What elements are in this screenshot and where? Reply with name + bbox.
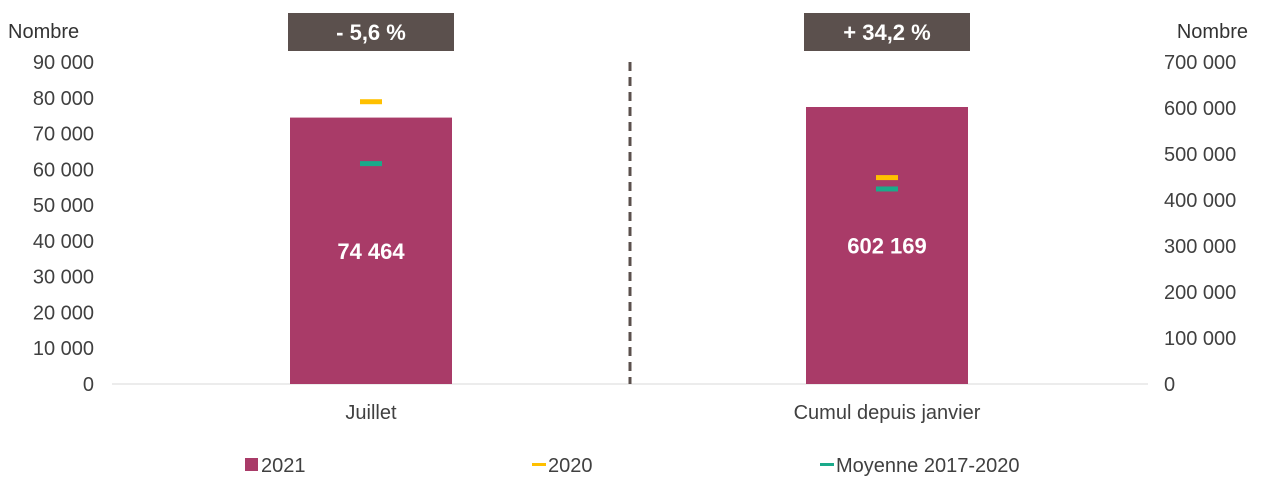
bar-2021 (806, 107, 968, 384)
category-label: Juillet (345, 402, 397, 424)
change-badge-text: + 34,2 % (843, 20, 930, 45)
legend: 2021 2020 Moyenne 2017-2020 (245, 455, 1019, 477)
change-badge (288, 13, 454, 51)
bars-group: 74 464 602 169 (290, 107, 968, 385)
left-tick-label: 0 (83, 374, 94, 396)
badges-group: - 5,6 % + 34,2 % (288, 13, 970, 51)
left-axis-ticks: 0 10 000 20 000 30 000 40 000 50 000 60 000 70 … (33, 52, 94, 396)
marker-moyenne-2017-2020 (360, 161, 382, 167)
legend-label: 2021 (261, 455, 306, 477)
left-tick-label: 40 000 (33, 231, 94, 253)
right-tick-label: 200 000 (1164, 282, 1236, 304)
markers-group (360, 99, 898, 192)
marker-2020 (360, 99, 382, 105)
bar-value-label: 602 169 (847, 234, 927, 259)
left-tick-label: 80 000 (33, 88, 94, 110)
right-tick-label: 600 000 (1164, 98, 1236, 120)
right-tick-label: 500 000 (1164, 144, 1236, 166)
legend-label: Moyenne 2017-2020 (836, 455, 1019, 477)
right-tick-label: 100 000 (1164, 328, 1236, 350)
legend-swatch-2020 (532, 463, 546, 466)
left-tick-label: 10 000 (33, 338, 94, 360)
left-axis-title: Nombre (8, 21, 79, 43)
right-tick-label: 0 (1164, 374, 1175, 396)
change-badge-text: - 5,6 % (336, 20, 406, 45)
legend-swatch-moyenne-2017-2020 (820, 463, 834, 466)
right-axis-ticks: 0 100 000 200 000 300 000 400 000 500 000 600 … (1164, 52, 1236, 396)
marker-2020 (876, 175, 898, 181)
left-tick-label: 30 000 (33, 267, 94, 289)
right-axis-title: Nombre (1177, 21, 1248, 43)
right-tick-label: 700 000 (1164, 52, 1236, 74)
category-label: Cumul depuis janvier (794, 402, 981, 424)
legend-swatch-2021 (245, 458, 258, 471)
left-tick-label: 20 000 (33, 302, 94, 324)
change-badge (804, 13, 970, 51)
right-tick-label: 400 000 (1164, 190, 1236, 212)
left-tick-label: 90 000 (33, 52, 94, 74)
left-tick-label: 50 000 (33, 195, 94, 217)
category-labels: Juillet Cumul depuis janvier (345, 402, 980, 424)
right-tick-label: 300 000 (1164, 236, 1236, 258)
bar-value-label: 74 464 (337, 239, 405, 264)
legend-label: 2020 (548, 455, 593, 477)
marker-moyenne-2017-2020 (876, 186, 898, 192)
left-tick-label: 60 000 (33, 159, 94, 181)
left-tick-label: 70 000 (33, 124, 94, 146)
